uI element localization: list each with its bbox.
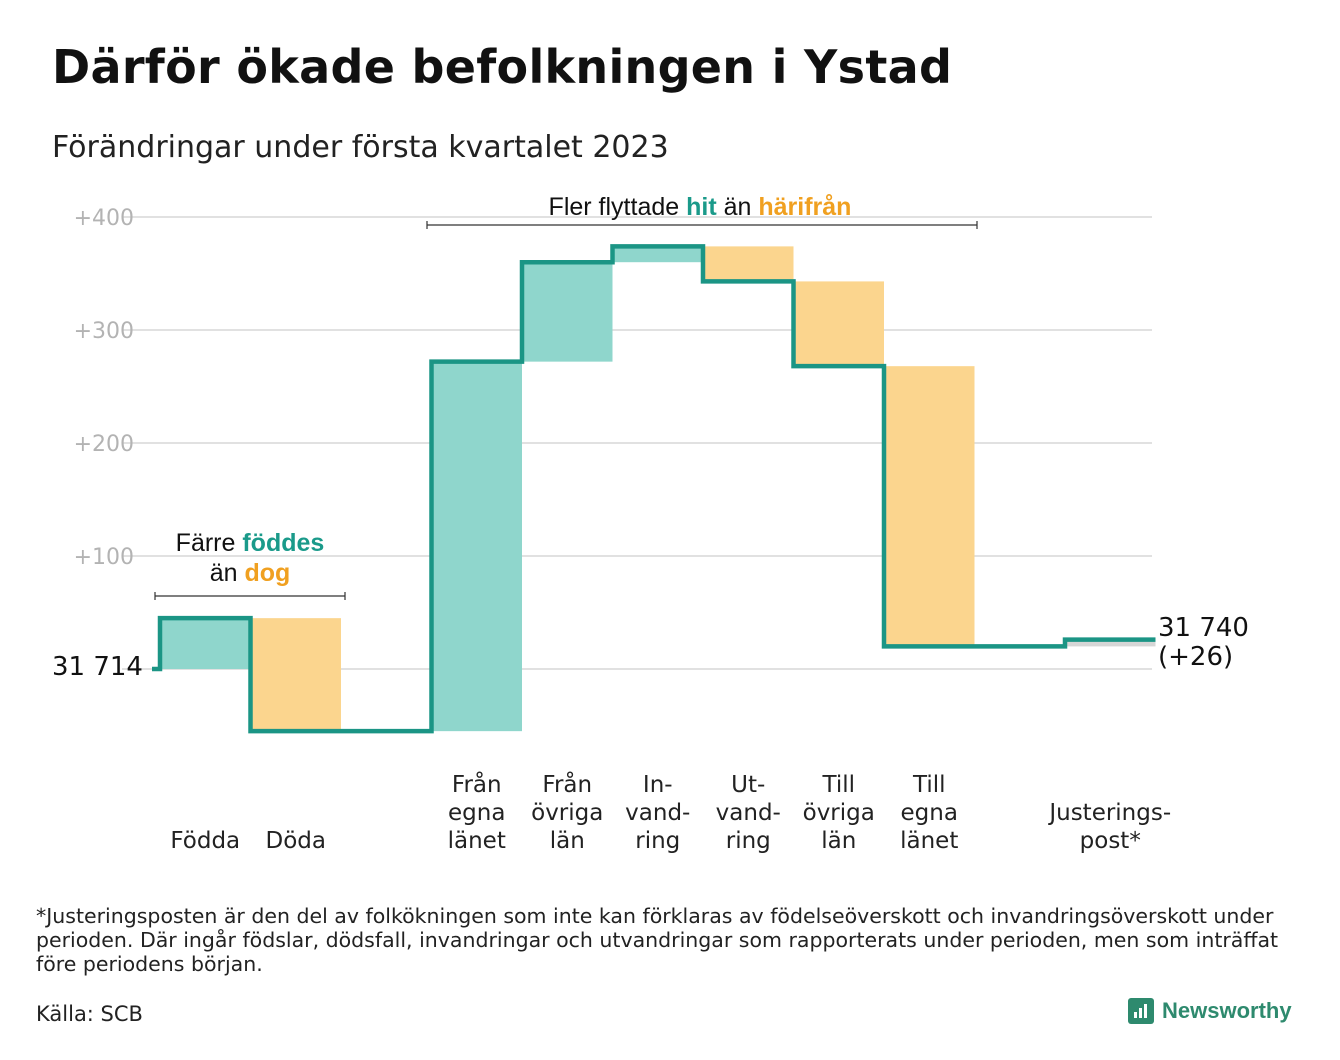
category-label: övriga — [531, 800, 603, 826]
step-line — [152, 244, 1156, 734]
category-label: övriga — [803, 800, 875, 826]
waterfall-bar — [703, 246, 794, 282]
category-label: Till — [821, 772, 855, 798]
end-value-label: 31 740 — [1158, 613, 1249, 643]
waterfall-bar — [793, 281, 884, 367]
end-change-label: (+26) — [1158, 642, 1233, 672]
annotation-births-bracket — [154, 592, 346, 600]
category-label: egna — [901, 800, 958, 826]
waterfall-bar — [250, 618, 341, 732]
category-label: vand- — [625, 800, 690, 826]
waterfall-bar — [1065, 639, 1156, 647]
brand-logo: Newsworthy — [1128, 998, 1292, 1024]
category-label: In- — [643, 772, 673, 798]
category-label: län — [550, 828, 585, 854]
category-label: Från — [542, 770, 592, 798]
annotation-births-line2: än dog — [210, 559, 291, 587]
category-label: länet — [448, 828, 506, 854]
annotation-births-line1: Färre föddes — [176, 529, 325, 557]
category-label: vand- — [716, 800, 781, 826]
category-label: län — [821, 828, 856, 854]
category-label: Döda — [266, 828, 326, 854]
waterfall-chart: +400+300+200+100 Födda DödaFrånegnalänetF… — [52, 193, 1249, 854]
category-label: Ut- — [731, 772, 765, 798]
category-label: post* — [1080, 828, 1141, 854]
newsworthy-logo-icon — [1128, 998, 1154, 1024]
y-tick-label: +200 — [74, 432, 134, 457]
waterfall-bar — [160, 618, 251, 669]
start-value-label: 31 714 — [52, 652, 143, 682]
waterfall-bar — [884, 366, 975, 647]
annotation-migration-bracket — [426, 221, 978, 229]
page-title: Därför ökade befolkningen i Ystad — [52, 40, 953, 94]
category-label: Till — [912, 772, 946, 798]
source-label: Källa: SCB — [36, 1002, 143, 1026]
category-label: egna — [448, 800, 505, 826]
category-label: Födda — [170, 828, 240, 854]
y-tick-label: +100 — [74, 545, 134, 570]
category-label: Från — [452, 770, 502, 798]
category-label: ring — [726, 828, 771, 854]
waterfall-bar — [431, 361, 522, 732]
footnote: *Justeringsposten är den del av folkökni… — [36, 904, 1279, 976]
annotation-migration: Fler flyttade hit än härifrån — [549, 193, 852, 221]
category-label: ring — [635, 828, 680, 854]
y-tick-label: +400 — [74, 206, 134, 231]
waterfall-bar — [612, 246, 703, 263]
brand-name: Newsworthy — [1162, 998, 1292, 1023]
y-tick-label: +300 — [74, 319, 134, 344]
chart-subtitle: Förändringar under första kvartalet 2023 — [52, 130, 669, 165]
category-label: länet — [900, 828, 958, 854]
category-label: Justerings- — [1047, 800, 1171, 826]
waterfall-bar — [522, 262, 613, 362]
